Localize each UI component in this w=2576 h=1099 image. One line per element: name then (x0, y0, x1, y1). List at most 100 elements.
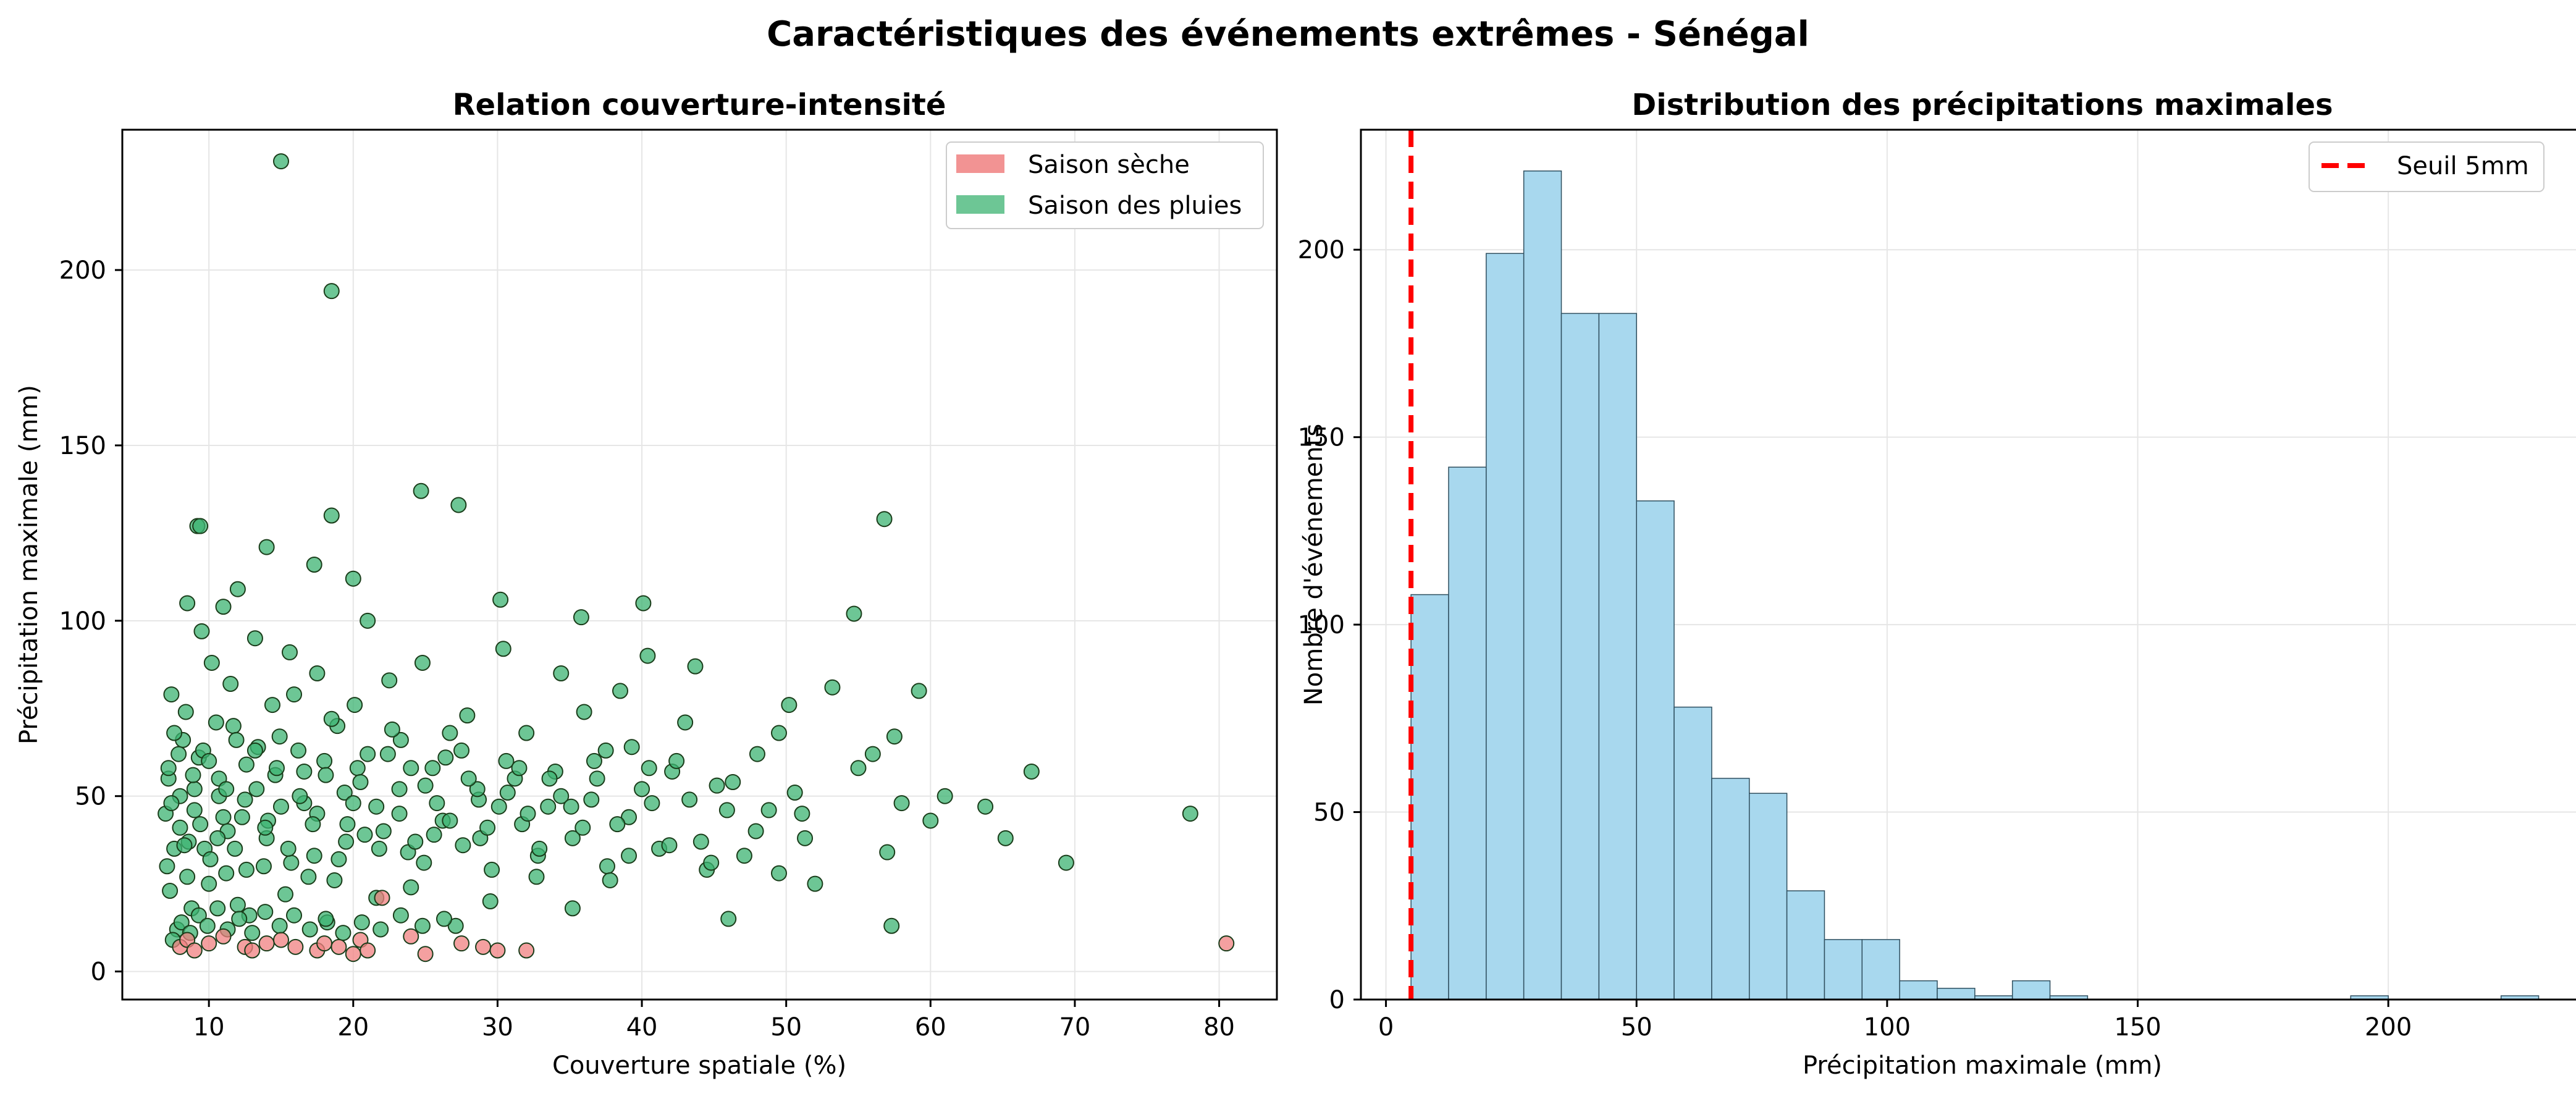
histogram-bar (1486, 253, 1525, 1000)
rainy-season-point (271, 728, 288, 745)
dry-season-point (518, 942, 535, 959)
rainy-season-point (283, 854, 300, 871)
histogram-panel: Distribution des précipitations maximale… (1298, 88, 2576, 1080)
rainy-season-point (234, 809, 250, 825)
rainy-season-point (185, 767, 201, 783)
rainy-season-point (282, 644, 298, 660)
rainy-season-point (794, 806, 810, 822)
rainy-season-point (668, 752, 685, 769)
rainy-season-point (413, 482, 429, 499)
rainy-season-point (573, 609, 589, 626)
rainy-season-point (305, 816, 321, 833)
rainy-season-point (360, 612, 376, 629)
rainy-season-point (424, 760, 441, 777)
rainy-season-point (597, 742, 614, 759)
rainy-season-point (436, 911, 452, 927)
scatter-xtick-label: 30 (482, 1013, 513, 1042)
rainy-season-point (482, 893, 499, 910)
rainy-season-point (661, 837, 678, 854)
rainy-season-point (330, 851, 347, 867)
rainy-season-point (687, 658, 704, 675)
rainy-season-point (172, 819, 188, 836)
scatter-xtick-label: 60 (915, 1013, 946, 1042)
rainy-season-point (747, 823, 764, 840)
rainy-season-point (797, 830, 814, 846)
rainy-season-point (599, 858, 615, 875)
rainy-season-point (1182, 806, 1198, 822)
rainy-season-point (718, 802, 735, 819)
rainy-season-point (484, 861, 500, 878)
dry-season-point (403, 928, 419, 945)
rainy-season-point (301, 921, 318, 938)
rainy-season-point (442, 812, 458, 829)
rainy-season-point (586, 752, 602, 769)
legend-label-threshold: Seuil 5mm (2397, 152, 2529, 180)
rainy-season-point (720, 911, 737, 927)
rainy-season-point (349, 760, 366, 777)
rainy-season-point (922, 812, 939, 829)
rainy-season-point (703, 854, 720, 871)
rainy-season-point (257, 904, 274, 920)
histogram-bar (1410, 594, 1449, 1000)
histogram-bar (1711, 778, 1750, 1000)
rainy-season-point (231, 911, 248, 927)
rainy-season-point (272, 153, 289, 170)
rainy-season-point (268, 760, 285, 777)
dry-season-point (489, 942, 506, 959)
rainy-season-point (368, 798, 385, 815)
rainy-season-point (201, 752, 217, 769)
rainy-season-point (681, 791, 698, 808)
scatter-grid (122, 130, 1277, 1000)
rainy-season-point (173, 914, 190, 931)
dry-season-point (215, 928, 232, 945)
rainy-season-point (1023, 763, 1040, 780)
rainy-season-point (339, 816, 356, 833)
rainy-season-point (770, 865, 787, 882)
rainy-season-point (326, 872, 343, 888)
rainy-season-point (190, 907, 207, 924)
rainy-season-point (229, 896, 246, 913)
rainy-season-point (541, 770, 558, 787)
histogram-xtick-label: 150 (2114, 1013, 2161, 1042)
rainy-season-point (786, 785, 803, 801)
rainy-season-point (749, 746, 765, 762)
rainy-season-point (492, 591, 509, 608)
legend-swatch-dry-season (956, 154, 1004, 173)
rainy-season-point (876, 511, 893, 528)
rainy-season-point (770, 725, 787, 741)
rainy-season-point (442, 725, 458, 741)
scatter-legend: Saison sèche Saison des pluies (946, 141, 1264, 229)
rainy-season-point (725, 774, 741, 790)
figure-suptitle: Caractéristiques des événements extrêmes… (767, 14, 1809, 54)
dry-season-point (1218, 935, 1235, 952)
rainy-season-point (306, 848, 322, 864)
rainy-season-point (244, 925, 261, 941)
rainy-season-point (177, 704, 194, 720)
rainy-season-point (609, 816, 626, 833)
rainy-season-point (641, 760, 657, 777)
rainy-season-point (201, 875, 217, 892)
rainy-season-point (209, 900, 226, 917)
histogram-bar (1560, 313, 1600, 1000)
rainy-season-point (323, 710, 340, 727)
rainy-season-point (296, 763, 313, 780)
rainy-season-point (215, 809, 232, 825)
rainy-season-point (323, 507, 340, 524)
legend-swatch-rainy-season (956, 195, 1004, 214)
rainy-season-point (540, 798, 557, 815)
histogram-ytick-label: 200 (1298, 236, 1345, 264)
rainy-season-point (166, 725, 183, 741)
rainy-season-point (271, 917, 288, 934)
dry-season-point (244, 942, 261, 959)
rainy-season-point (272, 798, 289, 815)
rainy-season-point (170, 746, 187, 762)
rainy-season-point (225, 718, 242, 735)
rainy-season-point (347, 697, 363, 714)
rainy-season-point (576, 704, 592, 720)
histogram-legend: Seuil 5mm (2309, 141, 2544, 192)
scatter-ticks: 10 20 30 40 50 60 70 80 0 50 100 150 200 (59, 256, 1235, 1042)
rainy-season-point (258, 539, 275, 555)
rainy-season-point (336, 785, 353, 801)
rainy-season-point (564, 830, 581, 846)
